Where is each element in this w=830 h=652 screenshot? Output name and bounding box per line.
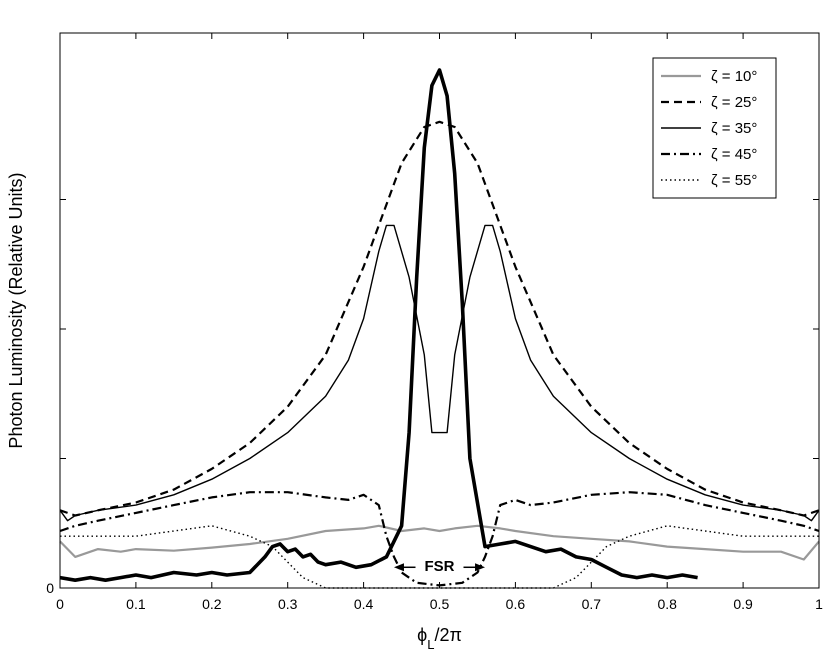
x-tick-label: 0.7 [582, 596, 602, 612]
y-axis-title: Photon Luminosity (Relative Units) [6, 172, 26, 448]
ticks-layer: 0 0.1 0.2 0.3 0.4 0.5 0.6 0.7 0.8 0.9 1 0 [46, 33, 823, 612]
x-axis-title-sub: L [427, 637, 434, 652]
series-line-6 [59, 68, 698, 582]
legend-label: ζ = 35° [711, 120, 757, 137]
legend: ζ = 10° ζ = 25° ζ = 35° ζ = 45° ζ = 55° [652, 57, 777, 199]
series-line-1 [59, 524, 820, 561]
series-line-3 [59, 224, 820, 522]
series-line-2 [59, 120, 820, 517]
x-tick-label: 0.5 [430, 596, 450, 612]
legend-label: ζ = 55° [711, 172, 757, 189]
x-axis-title: ϕL/2π [417, 625, 462, 652]
x-axis-title-tail: /2π [434, 625, 461, 645]
y-tick-label: 0 [46, 580, 54, 596]
legend-label: ζ = 10° [711, 68, 757, 85]
series-line-5 [60, 525, 819, 589]
annotation-layer: FSR [393, 558, 486, 575]
x-tick-label: 0.4 [354, 596, 374, 612]
fsr-arrowhead-right [475, 563, 486, 572]
x-tick-label: 0.8 [657, 596, 677, 612]
x-tick-label: 0.3 [278, 596, 298, 612]
x-tick-label: 0.1 [126, 596, 146, 612]
legend-label: ζ = 45° [711, 146, 757, 163]
x-axis-title-main: ϕ [417, 625, 427, 645]
fsr-arrowhead-left [393, 563, 404, 572]
legend-label: ζ = 25° [711, 94, 757, 111]
legend-items: ζ = 10° ζ = 25° ζ = 35° ζ = 45° ζ = 55° [661, 68, 757, 189]
x-tick-label: 0.2 [202, 596, 222, 612]
x-tick-label: 0.9 [733, 596, 753, 612]
fsr-annotation: FSR [425, 558, 455, 575]
x-tick-label: 0 [56, 596, 64, 612]
x-tick-label: 1 [815, 596, 823, 612]
x-tick-label: 0.6 [506, 596, 526, 612]
